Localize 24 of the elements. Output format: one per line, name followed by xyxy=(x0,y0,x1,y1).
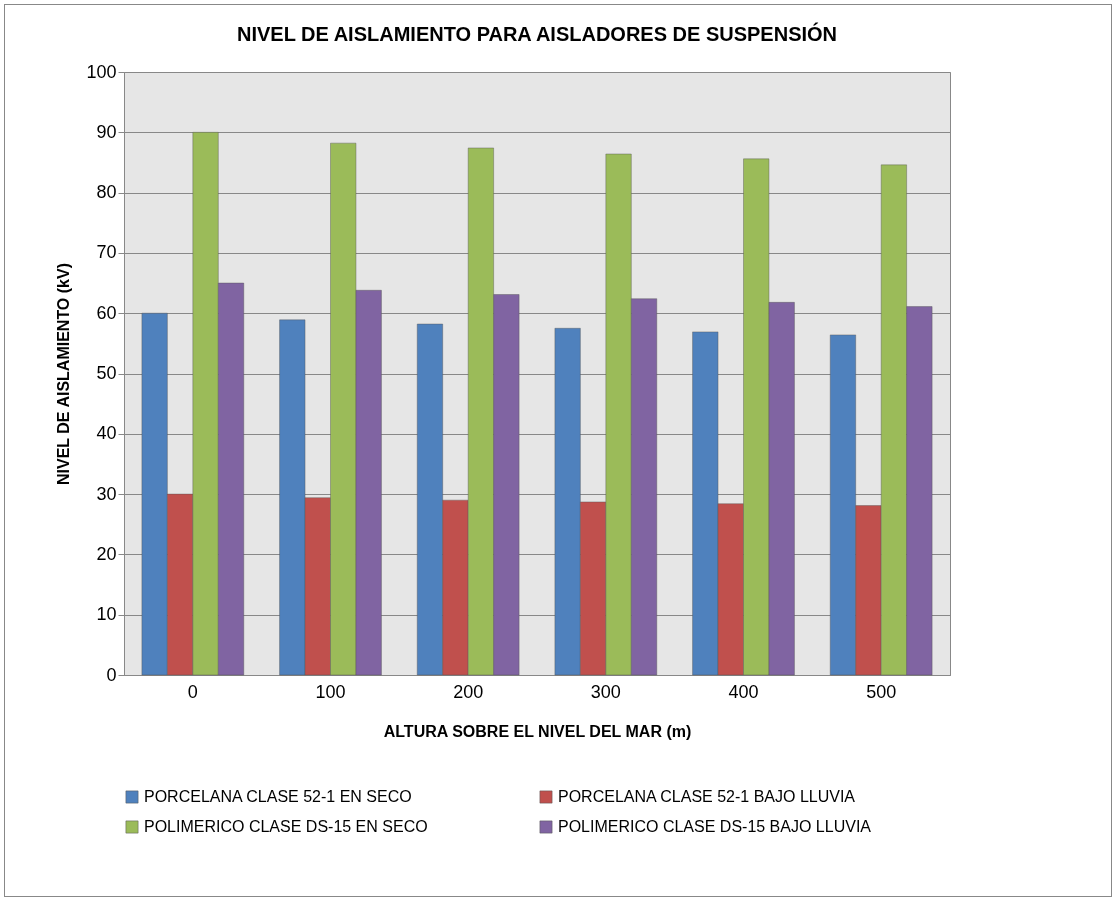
y-tick-label: 10 xyxy=(96,604,117,625)
y-tick-label: 20 xyxy=(96,543,117,564)
x-tick-label: 200 xyxy=(453,681,484,702)
chart-title: NIVEL DE AISLAMIENTO PARA AISLADORES DE SUSPENSIÓN xyxy=(236,22,838,45)
y-tick-label: 30 xyxy=(96,483,117,504)
legend-label: POLIMERICO CLASE DS-15 BAJO LLUVIA xyxy=(558,818,872,835)
x-tick-label: 500 xyxy=(866,681,897,702)
y-tick-label: 50 xyxy=(96,363,117,383)
legend-label: POLIMERICO CLASE DS-15 EN SECO xyxy=(144,818,428,835)
y-axis-title: NIVEL DE AISLAMIENTO (kV) xyxy=(55,263,73,485)
x-tick-label: 400 xyxy=(728,681,759,702)
y-tick-label: 60 xyxy=(96,302,117,323)
legend-label: PORCELANA CLASE 52-1 EN SECO xyxy=(144,788,412,805)
y-tick-label: 0 xyxy=(106,664,117,685)
y-tick-label: 100 xyxy=(86,61,117,82)
y-tick-label: 40 xyxy=(96,423,117,444)
y-tick-label: 80 xyxy=(96,182,117,203)
legend-label: PORCELANA CLASE 52-1 BAJO LLUVIA xyxy=(558,788,856,805)
x-tick-label: 300 xyxy=(590,681,621,702)
x-axis-title: ALTURA SOBRE EL NIVEL DEL MAR (m) xyxy=(383,722,692,740)
x-tick-label: 0 xyxy=(187,681,198,702)
y-tick-label: 70 xyxy=(96,242,117,263)
y-tick-label: 90 xyxy=(96,121,117,142)
x-tick-label: 100 xyxy=(315,681,346,702)
